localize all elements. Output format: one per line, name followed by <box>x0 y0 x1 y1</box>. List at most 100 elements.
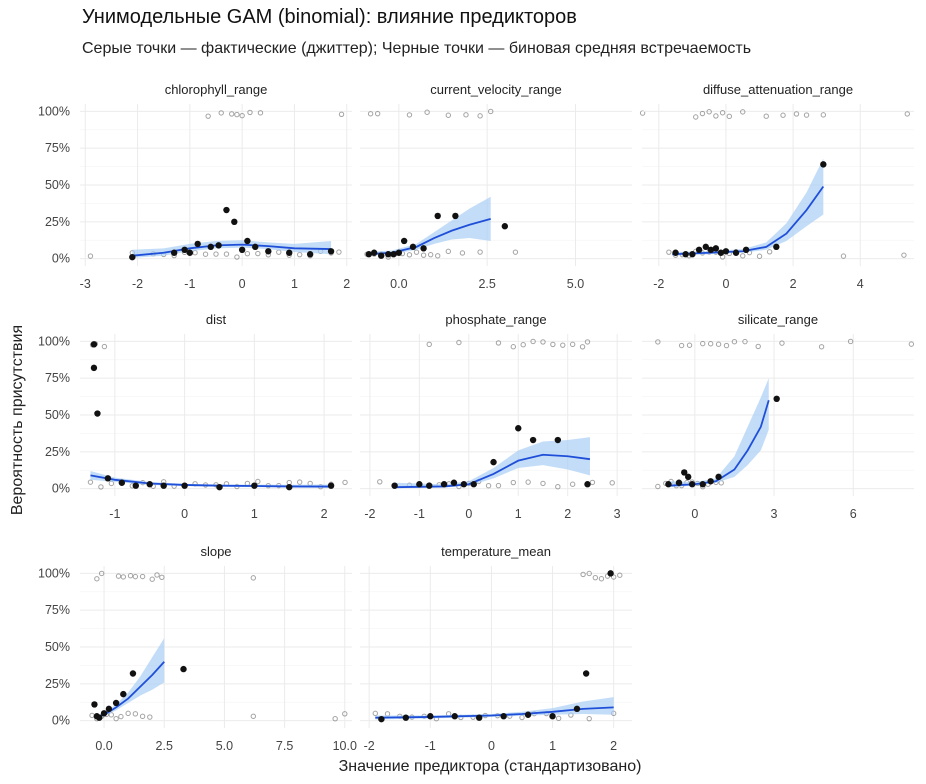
x-tick-label: 2.5 <box>156 739 173 753</box>
binned-mean-point <box>96 714 103 721</box>
binned-mean-point <box>120 690 127 698</box>
observed-point-present <box>803 112 810 118</box>
observed-point-present <box>159 574 165 580</box>
binned-mean-point <box>707 478 714 485</box>
binned-mean-point <box>685 473 692 481</box>
y-tick-label: 0% <box>52 714 70 728</box>
binned-mean-point <box>427 713 434 720</box>
observed-point-present <box>540 339 546 345</box>
binned-mean-point <box>699 481 706 488</box>
y-tick-label: 75% <box>45 371 70 385</box>
observed-point-present <box>445 112 452 118</box>
binned-mean-point <box>306 251 314 258</box>
x-tick-label: 3 <box>771 507 778 521</box>
binned-mean-point <box>402 714 410 721</box>
x-tick-label: 1 <box>291 277 298 291</box>
observed-point-present <box>424 109 430 115</box>
facet-panel-silicate-range: silicate_range 0 3 6 <box>642 312 915 521</box>
observed-point-present <box>530 338 536 345</box>
binned-mean-point <box>426 482 433 489</box>
y-tick-label: 75% <box>45 141 70 155</box>
y-tick-label: 50% <box>45 178 70 192</box>
observed-point-present <box>584 339 591 345</box>
binned-mean-point <box>327 482 335 489</box>
x-tick-label: -3 <box>80 277 91 291</box>
observed-point-present <box>655 339 661 345</box>
facet-strip-label: dist <box>206 312 227 327</box>
x-tick-label: 10.0 <box>333 739 357 753</box>
x-tick-label: -1 <box>109 507 120 521</box>
observed-point-absent <box>477 249 483 255</box>
x-tick-label: 1 <box>251 507 258 521</box>
x-tick-label: 0 <box>722 277 729 291</box>
observed-point-absent <box>342 711 348 717</box>
x-tick-label: 0 <box>181 507 188 521</box>
binned-mean-point <box>170 249 178 256</box>
binned-mean-point <box>416 481 423 488</box>
observed-point-present <box>686 342 693 348</box>
facet-panel-dist: dist 0% 25% 50% 75% 100% -1 0 1 2 <box>38 312 352 521</box>
binned-mean-point <box>702 243 710 251</box>
observed-point-present <box>847 338 854 345</box>
observed-point-present <box>550 341 556 348</box>
y-tick-label: 100% <box>38 566 70 580</box>
binned-mean-point <box>186 249 194 256</box>
observed-point-absent <box>192 250 198 256</box>
confidence-ribbon <box>367 196 491 256</box>
observed-point-present <box>115 573 122 579</box>
observed-point-present <box>586 570 592 577</box>
observed-point-absent <box>342 479 348 486</box>
binned-mean-point <box>391 482 398 489</box>
binned-mean-point <box>365 251 373 258</box>
x-tick-label: -2 <box>132 277 143 291</box>
x-tick-label: 5.0 <box>567 277 584 291</box>
binned-mean-point <box>112 699 120 707</box>
y-tick-label: 0% <box>52 482 70 496</box>
binned-mean-point <box>105 705 113 713</box>
binned-mean-point <box>688 481 696 488</box>
observed-point-absent <box>118 713 124 720</box>
observed-point-present <box>700 340 706 347</box>
y-tick-label: 50% <box>45 640 70 654</box>
binned-mean-point <box>490 458 497 466</box>
observed-point-present <box>94 576 100 582</box>
observed-point-absent <box>740 253 746 259</box>
observed-point-absent <box>589 479 596 486</box>
x-tick-label: 2 <box>343 277 350 291</box>
binned-mean-point <box>573 705 581 713</box>
observed-point-absent <box>234 254 240 260</box>
observed-point-absent <box>372 710 378 717</box>
observed-point-absent <box>89 712 95 719</box>
observed-point-absent <box>296 251 303 258</box>
x-tick-label: 0 <box>239 277 246 291</box>
x-tick-label: 4 <box>857 277 864 291</box>
binned-mean-point <box>820 161 827 168</box>
binned-mean-point <box>460 481 468 488</box>
observed-point-present <box>617 572 623 578</box>
facet-strip-label: silicate_range <box>738 312 818 327</box>
y-tick-label: 25% <box>45 215 70 229</box>
binned-mean-point <box>251 482 258 489</box>
x-tick-label: 0.0 <box>390 277 407 291</box>
binned-mean-point <box>390 251 397 258</box>
observed-point-absent <box>132 711 139 717</box>
binned-mean-point <box>672 249 679 256</box>
observed-point-absent <box>377 479 383 485</box>
binned-mean-point <box>742 246 750 253</box>
binned-mean-point <box>682 251 689 258</box>
observed-point-absent <box>485 482 492 489</box>
observed-point-present <box>569 341 576 348</box>
observed-point-present <box>598 576 605 582</box>
binned-mean-point <box>773 395 780 402</box>
observed-point-absent <box>666 249 672 255</box>
confidence-ribbon <box>132 240 332 258</box>
y-tick-label: 0% <box>52 252 70 266</box>
binned-mean-point <box>238 246 246 253</box>
observed-point-absent <box>125 710 131 717</box>
observed-point-present <box>239 112 245 119</box>
observed-point-present <box>520 342 526 348</box>
binned-mean-point <box>94 410 101 417</box>
x-tick-label: 5.0 <box>216 739 233 753</box>
binned-mean-point <box>675 479 683 486</box>
observed-point-present <box>338 111 345 117</box>
